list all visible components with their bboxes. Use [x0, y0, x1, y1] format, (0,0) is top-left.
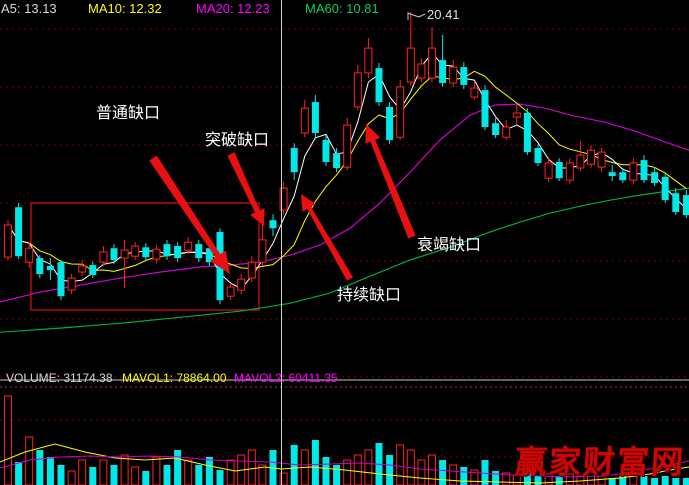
- mavol1-value: MAVOL1: 78864.00: [122, 371, 227, 385]
- volume-value: VOLUME: 31174.38: [6, 371, 113, 385]
- candles: [4, 12, 689, 305]
- ma20-value: MA20: 12.23: [196, 1, 270, 16]
- ma60-line: [0, 187, 689, 333]
- ma5-line: [7, 52, 687, 290]
- peak-price-label: 20.41: [427, 7, 460, 22]
- mavol2-value: MAVOL2: 60411.35: [234, 371, 338, 385]
- mavol2-line: [0, 455, 689, 478]
- annotation-runaway-gap: 持续缺口: [337, 285, 402, 304]
- annotation-breakaway-gap: 突破缺口: [205, 130, 270, 149]
- gridlines: [0, 28, 689, 458]
- peak-pointer: [407, 12, 426, 20]
- gap-arrows: [149, 124, 416, 281]
- annotation-normal-gap: 普通缺口: [96, 103, 161, 122]
- watermark-logo: 赢家财富网: [513, 443, 687, 481]
- ma60-value: MA60: 10.81: [305, 1, 379, 16]
- ma20-line: [0, 103, 689, 303]
- ma10-value: MA10: 12.32: [88, 1, 162, 16]
- ma5-value: A5: 13.13: [1, 1, 57, 16]
- annotation-exhaustion-gap: 衰竭缺口: [417, 235, 482, 254]
